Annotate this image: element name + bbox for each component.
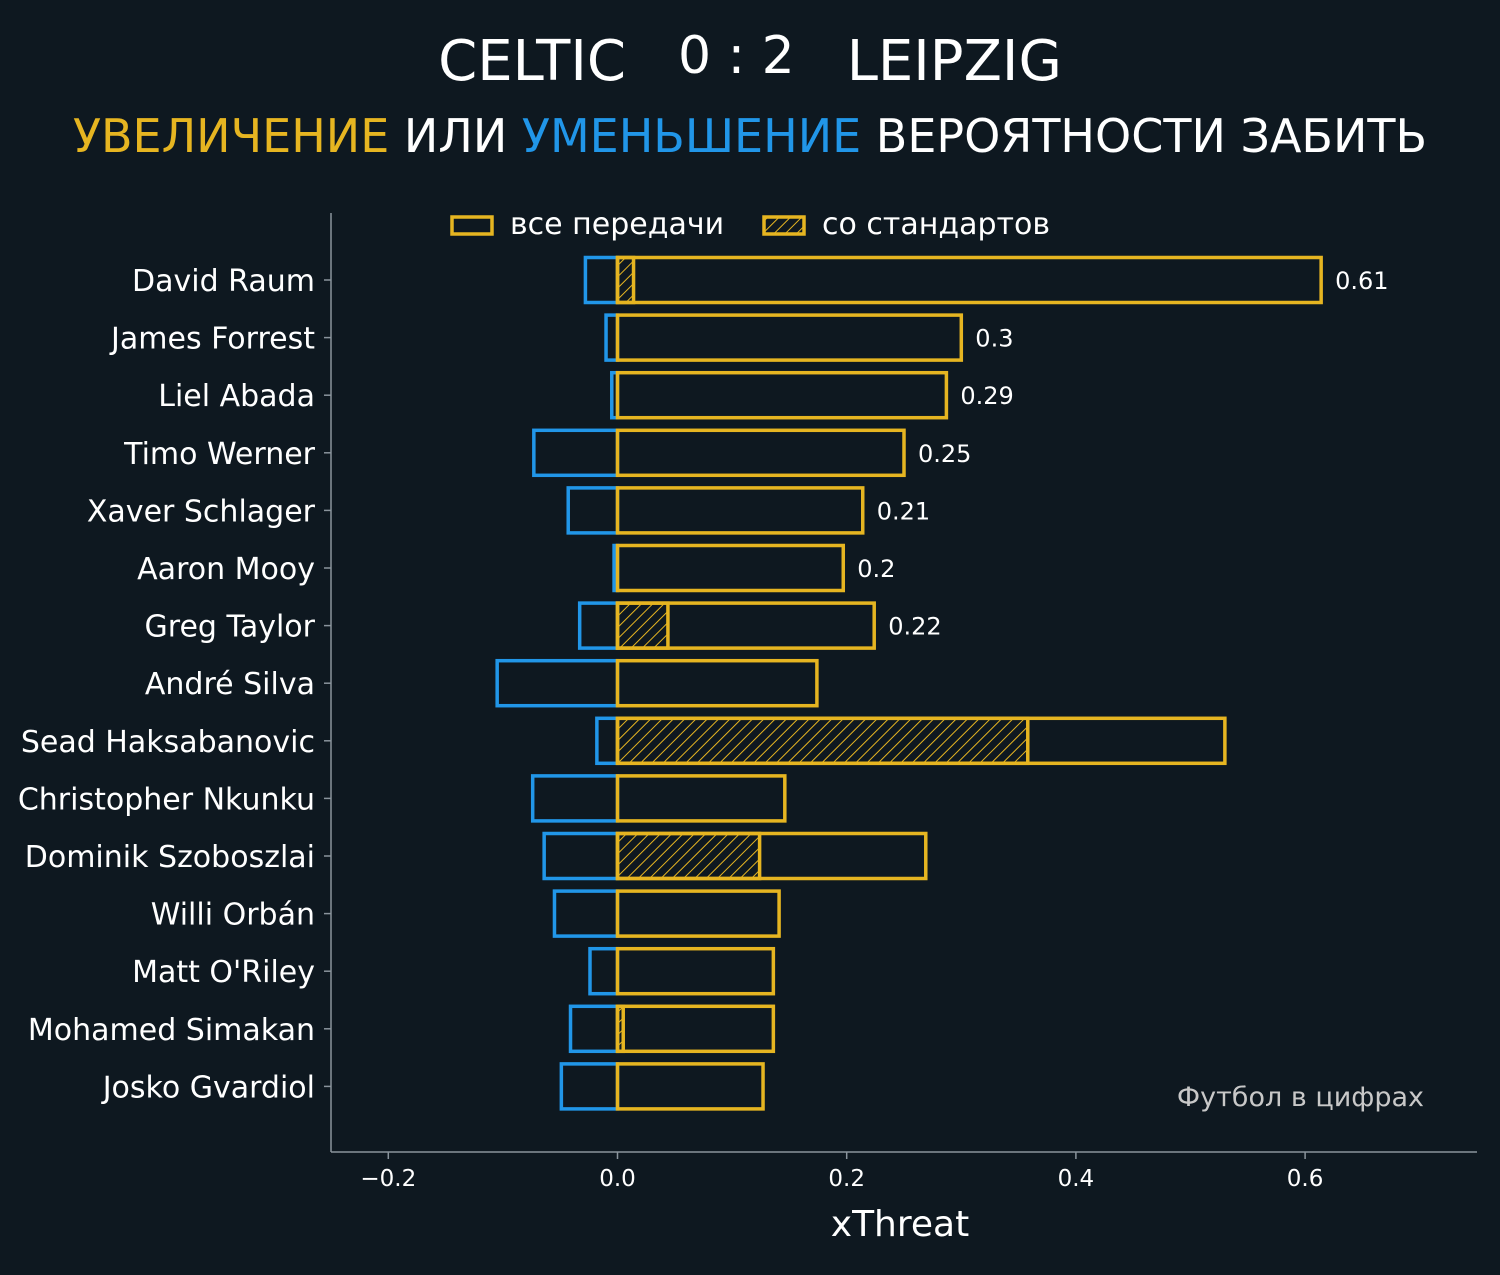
- all-passes-bar: [615, 1062, 765, 1111]
- axes: −0.2 0.0 0.2 0.4 0.6: [324, 213, 1477, 1192]
- player-label: Timo Werner: [123, 437, 315, 472]
- all-passes-bar: [615, 313, 964, 362]
- x-tick-label: 0.6: [1287, 1166, 1324, 1192]
- away-team: LEIPZIG: [846, 29, 1062, 94]
- x-tick-label: 0.0: [599, 1166, 636, 1192]
- all-passes-bar: [615, 255, 1323, 305]
- player-label: Christopher Nkunku: [18, 782, 315, 817]
- chart-title: CELTIC 0 : 2 LEIPZIG: [0, 22, 1500, 102]
- setpiece-bar: [615, 831, 762, 881]
- match-score: 0 : 2: [677, 26, 795, 86]
- data-label: 0.22: [888, 613, 941, 641]
- all-passes-bar: [615, 601, 876, 650]
- decrease-bar: [568, 1004, 620, 1054]
- player-label: Dominik Szoboszlai: [25, 840, 315, 875]
- decrease-bar: [588, 946, 620, 996]
- decrease-bar: [530, 774, 620, 823]
- player-label: James Forrest: [109, 322, 315, 357]
- legend: все передачи со стандартов: [450, 207, 1050, 242]
- legend-hatched-swatch: [762, 215, 806, 236]
- player-label: Aaron Mooy: [137, 552, 315, 587]
- all-passes-bar: [615, 1004, 776, 1054]
- bars: [495, 255, 1323, 1111]
- legend-label: все передачи: [510, 207, 724, 242]
- all-passes-bar: [615, 370, 949, 420]
- all-passes-bar: [615, 658, 819, 708]
- x-tick-label: 0.4: [1058, 1166, 1095, 1192]
- all-passes-bar: [615, 889, 781, 938]
- setpiece-bar: [615, 255, 636, 305]
- all-passes-bar: [615, 946, 776, 996]
- x-tick-label: −0.2: [360, 1166, 416, 1192]
- all-passes-bar: [615, 486, 865, 535]
- watermark: Футбол в цифрах: [1177, 1082, 1424, 1113]
- decrease-bar: [595, 716, 620, 766]
- subtitle-rest: ВЕРОЯТНОСТИ ЗАБИТЬ: [861, 109, 1428, 163]
- player-label: Greg Taylor: [145, 610, 316, 645]
- home-team: CELTIC: [438, 29, 626, 94]
- x-axis-label: xThreat: [831, 1204, 969, 1245]
- data-label: 0.61: [1335, 267, 1388, 295]
- chart-subtitle: УВЕЛИЧЕНИЕ ИЛИ УМЕНЬШЕНИЕ ВЕРОЯТНОСТИ ЗА…: [0, 104, 1500, 168]
- player-label: Xaver Schlager: [87, 494, 316, 529]
- data-label: 0.2: [857, 555, 895, 583]
- labels: David Raum 0.61 James Forrest 0.3 Liel Abada…: [18, 264, 1389, 1105]
- decrease-bar: [577, 601, 620, 650]
- data-label: 0.21: [877, 497, 930, 525]
- subtitle-increase: УВЕЛИЧЕНИЕ: [72, 109, 390, 163]
- decrease-bar: [495, 658, 620, 708]
- player-label: André Silva: [145, 667, 315, 702]
- all-passes-bar: [615, 543, 846, 593]
- player-label: Sead Haksabanovic: [21, 725, 315, 760]
- player-label: Willi Orbán: [151, 898, 315, 933]
- all-passes-bar: [615, 428, 906, 478]
- data-label: 0.25: [918, 440, 971, 468]
- x-tick-label: 0.2: [828, 1166, 865, 1192]
- decrease-bar: [532, 428, 620, 478]
- decrease-bar: [552, 889, 620, 938]
- decrease-bar: [566, 486, 620, 535]
- all-passes-bar: [615, 716, 1227, 766]
- setpiece-bar: [615, 601, 670, 650]
- decrease-bar: [542, 831, 620, 881]
- all-passes-bar: [615, 774, 787, 823]
- player-label: Liel Abada: [158, 379, 315, 414]
- player-label: Josko Gvardiol: [101, 1070, 315, 1105]
- player-label: Matt O'Riley: [132, 955, 315, 990]
- decrease-bar: [583, 255, 620, 305]
- decrease-bar: [559, 1062, 620, 1111]
- player-label: Mohamed Simakan: [28, 1013, 315, 1048]
- data-label: 0.3: [975, 325, 1013, 353]
- subtitle-or: ИЛИ: [389, 109, 522, 163]
- legend-outline-swatch: [450, 215, 494, 236]
- player-label: David Raum: [132, 264, 315, 299]
- subtitle-decrease: УМЕНЬШЕНИЕ: [521, 109, 862, 163]
- data-label: 0.29: [960, 382, 1013, 410]
- setpiece-bar: [615, 716, 1030, 766]
- all-passes-bar: [615, 831, 928, 881]
- legend-label: со стандартов: [822, 207, 1050, 242]
